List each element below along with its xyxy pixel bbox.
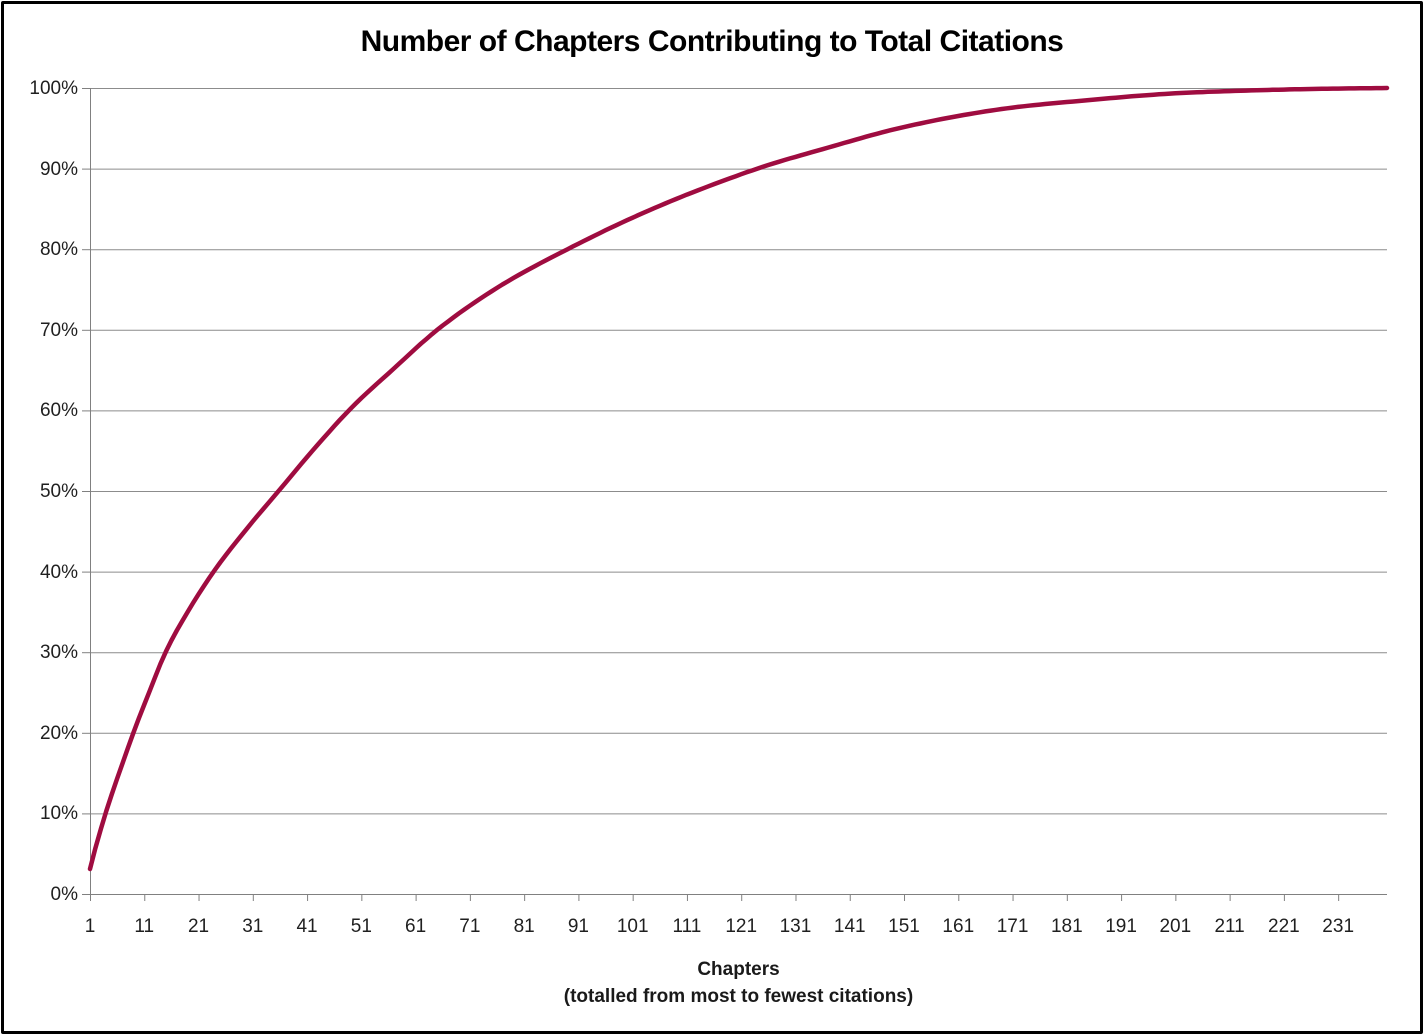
y-tick-label: 100% bbox=[29, 78, 78, 99]
y-tick-label: 30% bbox=[39, 642, 78, 664]
y-tick-label: 70% bbox=[39, 319, 78, 341]
x-tick-label: 81 bbox=[513, 916, 535, 937]
x-tick-label: 131 bbox=[779, 916, 812, 937]
x-axis-title: Chapters (totalled from most to fewest c… bbox=[90, 956, 1387, 1010]
chart-title: Number of Chapters Contributing to Total… bbox=[360, 25, 1064, 58]
y-tick-label: 90% bbox=[39, 158, 78, 180]
x-tick-label: 141 bbox=[833, 916, 866, 937]
x-tick-label: 61 bbox=[405, 916, 427, 937]
y-tick-label: 0% bbox=[50, 884, 78, 905]
x-tick-label: 101 bbox=[616, 916, 649, 937]
x-tick-label: 71 bbox=[459, 916, 481, 937]
x-tick-label: 1 bbox=[84, 916, 96, 937]
x-tick-label: 111 bbox=[672, 916, 702, 937]
y-tick-label: 80% bbox=[39, 239, 78, 261]
x-tick-label: 171 bbox=[996, 916, 1029, 937]
x-tick-label: 91 bbox=[567, 916, 589, 937]
x-tick-label: 231 bbox=[1322, 916, 1355, 937]
x-tick-label: 31 bbox=[242, 916, 264, 937]
x-tick-label: 121 bbox=[725, 916, 758, 937]
x-tick-label: 211 bbox=[1214, 916, 1245, 937]
y-tick-label: 20% bbox=[39, 722, 78, 744]
x-tick-label: 11 bbox=[134, 916, 155, 937]
x-tick-label: 151 bbox=[888, 916, 920, 937]
x-tick-label: 221 bbox=[1268, 916, 1300, 937]
x-tick-label: 201 bbox=[1159, 916, 1192, 937]
x-tick-label: 191 bbox=[1105, 916, 1137, 937]
x-tick-label: 21 bbox=[187, 916, 210, 937]
y-tick-label: 60% bbox=[39, 400, 78, 422]
x-tick-label: 161 bbox=[942, 916, 975, 937]
x-tick-label: 51 bbox=[350, 916, 372, 937]
y-tick-label: 50% bbox=[39, 481, 78, 502]
x-axis-title-line2: (totalled from most to fewest citations) bbox=[563, 986, 914, 1007]
y-tick-label: 10% bbox=[39, 803, 78, 825]
y-tick-label: 40% bbox=[39, 561, 78, 583]
x-axis-title-line1: Chapters bbox=[697, 959, 780, 980]
series-line bbox=[87, 85, 1390, 872]
x-tick-label: 181 bbox=[1050, 916, 1083, 937]
x-tick-label: 41 bbox=[296, 916, 318, 937]
